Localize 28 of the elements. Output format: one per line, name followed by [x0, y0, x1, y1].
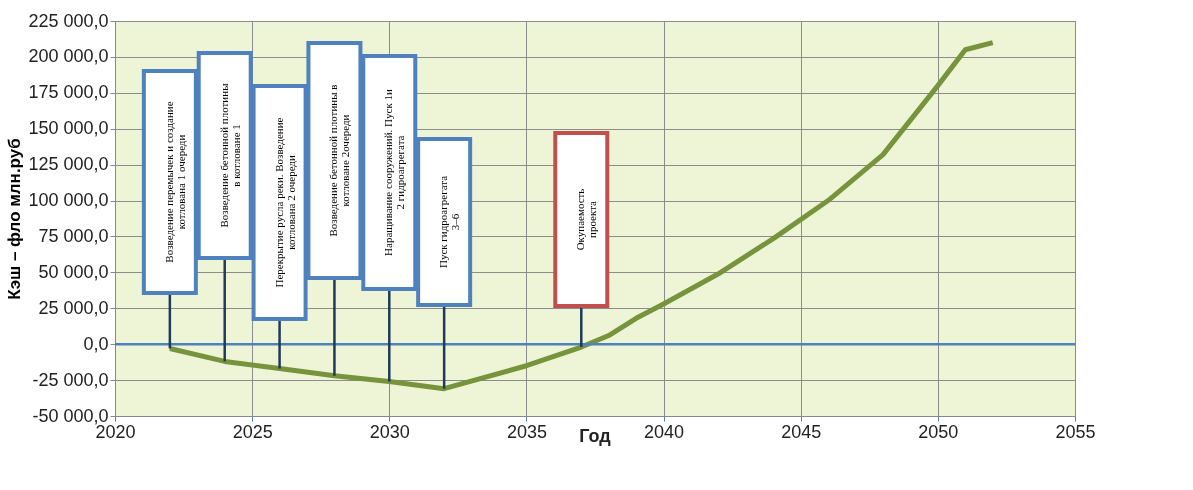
y-tick-label: 0,0 — [83, 333, 109, 354]
x-tick-label: 2030 — [369, 421, 410, 442]
y-tick-label: -50 000,0 — [32, 405, 109, 426]
annotation: Возведение бетонной плотины в котловане 1 — [217, 82, 242, 228]
annotation: Пуск гидроагрегата 3–6 — [437, 175, 462, 269]
x-tick-label: 2050 — [918, 421, 959, 442]
x-tick-label: 2045 — [781, 421, 822, 442]
annotation: Возведение бетонной плотины в котловане 2очереди — [327, 84, 352, 237]
annotation: Перекрытие русла реки. Возведение котлована 2 очереди — [272, 117, 297, 288]
y-tick-label: 50 000,0 — [38, 261, 109, 282]
annotation: Окупаемость проекта — [574, 188, 599, 251]
y-tick-label: -25 000,0 — [32, 369, 109, 390]
y-tick-label: 200 000,0 — [28, 46, 109, 67]
y-tick-label: 125 000,0 — [28, 154, 109, 175]
annotation: Возведение перемычек и создание котлована 1 очереди — [162, 101, 187, 263]
y-tick-label: 75 000,0 — [38, 225, 109, 246]
y-tick-label: 150 000,0 — [28, 118, 109, 139]
y-tick-label: 225 000,0 — [28, 10, 109, 31]
y-tick-label: 175 000,0 — [28, 82, 109, 103]
x-tick-label: 2035 — [506, 421, 547, 442]
x-axis-title: Год — [579, 426, 612, 446]
x-tick-label: 2055 — [1055, 421, 1096, 442]
x-tick-label: 2025 — [232, 421, 273, 442]
annotation: Наращивание сооружений. Пуск 1и 2 гидроагрегата — [382, 88, 407, 256]
x-tick-label: 2040 — [644, 421, 685, 442]
y-axis-title: Кэш – фло млн.руб — [5, 138, 25, 300]
y-tick-label: 25 000,0 — [38, 297, 109, 318]
y-tick-label: 100 000,0 — [28, 190, 109, 211]
